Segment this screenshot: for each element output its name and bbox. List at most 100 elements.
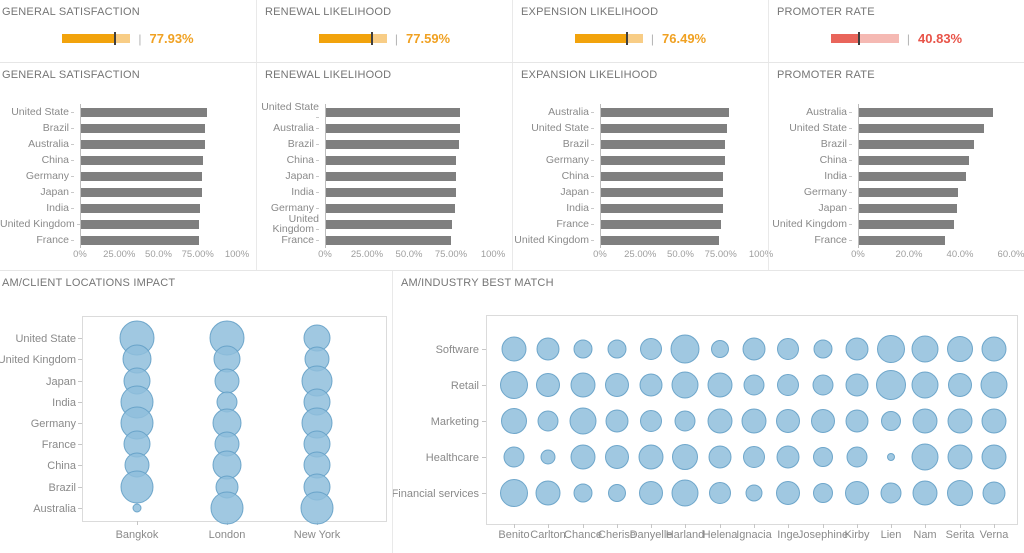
bubble[interactable] [880, 482, 902, 504]
bubble[interactable] [540, 449, 556, 465]
bubble[interactable] [570, 444, 596, 470]
bubble[interactable] [501, 408, 527, 434]
bubble[interactable] [911, 335, 939, 363]
bubble[interactable] [120, 470, 154, 504]
bubble[interactable] [745, 484, 763, 502]
bubble[interactable] [640, 338, 662, 360]
bubble[interactable] [707, 372, 733, 398]
bubble[interactable] [212, 450, 242, 480]
bubble[interactable] [500, 479, 528, 507]
bubble[interactable] [911, 371, 939, 399]
bar[interactable] [601, 107, 729, 117]
bubble[interactable] [674, 410, 696, 432]
bubble[interactable] [845, 373, 869, 397]
bar[interactable] [601, 123, 728, 133]
bar[interactable] [81, 187, 203, 197]
bubble[interactable] [948, 373, 972, 397]
bubble[interactable] [300, 491, 334, 525]
bar[interactable] [326, 155, 457, 165]
bubble[interactable] [743, 374, 765, 396]
bar[interactable] [859, 155, 969, 165]
bar[interactable] [326, 235, 452, 245]
bubble[interactable] [876, 370, 906, 400]
bubble[interactable] [210, 491, 244, 525]
bubble[interactable] [912, 480, 938, 506]
bubble[interactable] [537, 410, 559, 432]
bubble[interactable] [670, 334, 700, 364]
bar[interactable] [859, 123, 985, 133]
bubble[interactable] [947, 480, 973, 506]
bubble[interactable] [605, 445, 629, 469]
bubble[interactable] [845, 481, 869, 505]
bubble[interactable] [776, 409, 800, 433]
bubble[interactable] [845, 409, 869, 433]
bubble[interactable] [982, 481, 1006, 505]
bubble[interactable] [887, 453, 895, 461]
bubble-chart-am-industry-best-match[interactable]: Software Retail Marketing Healthcare Financi… [392, 271, 1024, 553]
bubble[interactable] [743, 446, 765, 468]
bar[interactable] [859, 107, 994, 117]
kpi-card-promoter-rate[interactable]: PROMOTER RATE | 40.83% [768, 0, 1024, 62]
bubble[interactable] [132, 503, 142, 513]
bubble[interactable] [569, 407, 597, 435]
kpi-card-renewal-likelihood[interactable]: RENEWAL LIKELIHOOD | 77.59% [256, 0, 512, 62]
bubble[interactable] [711, 340, 729, 358]
bubble[interactable] [607, 339, 627, 359]
bubble[interactable] [980, 371, 1008, 399]
bar[interactable] [326, 139, 460, 149]
bubble[interactable] [573, 483, 593, 503]
bar[interactable] [81, 139, 206, 149]
bubble[interactable] [845, 337, 869, 361]
kpi-card-general-satisfaction[interactable]: GENERAL SATISFACTION | 77.93% [0, 0, 256, 62]
bubble[interactable] [709, 482, 731, 504]
bar[interactable] [326, 187, 456, 197]
bubble[interactable] [503, 446, 525, 468]
bar[interactable] [326, 171, 456, 181]
bar[interactable] [859, 187, 958, 197]
bubble[interactable] [742, 337, 766, 361]
bubble[interactable] [881, 411, 901, 431]
bubble[interactable] [708, 445, 732, 469]
bar-chart-promoter-rate[interactable]: PROMOTER RATE Australia United State Brazi… [768, 63, 1024, 270]
bar[interactable] [81, 235, 200, 245]
bar[interactable] [601, 235, 719, 245]
bubble[interactable] [213, 345, 241, 373]
bar[interactable] [601, 155, 725, 165]
bubble[interactable] [813, 483, 833, 503]
bubble[interactable] [947, 336, 973, 362]
bar[interactable] [81, 155, 204, 165]
bar[interactable] [601, 187, 723, 197]
bubble[interactable] [639, 373, 663, 397]
bar[interactable] [81, 203, 201, 213]
bubble[interactable] [812, 374, 834, 396]
bar[interactable] [81, 107, 207, 117]
bubble[interactable] [573, 339, 593, 359]
bubble[interactable] [570, 372, 596, 398]
bar[interactable] [859, 235, 945, 245]
bubble[interactable] [608, 484, 626, 502]
bar[interactable] [81, 219, 200, 229]
bubble[interactable] [981, 408, 1007, 434]
bubble[interactable] [981, 336, 1007, 362]
bar[interactable] [326, 219, 453, 229]
bubble[interactable] [672, 444, 698, 470]
bar[interactable] [859, 219, 954, 229]
bubble[interactable] [911, 443, 939, 471]
bubble[interactable] [777, 338, 799, 360]
bar-chart-general-satisfaction[interactable]: GENERAL SATISFACTION United State Brazil A… [0, 63, 256, 270]
bubble[interactable] [813, 339, 833, 359]
bar[interactable] [601, 219, 721, 229]
bar[interactable] [601, 139, 725, 149]
bar[interactable] [859, 139, 974, 149]
bubble[interactable] [846, 446, 868, 468]
bar[interactable] [601, 203, 723, 213]
bubble[interactable] [741, 408, 767, 434]
bubble[interactable] [877, 335, 905, 363]
bar[interactable] [326, 123, 460, 133]
bar[interactable] [601, 171, 724, 181]
bubble[interactable] [912, 408, 938, 434]
bubble[interactable] [605, 409, 629, 433]
bubble[interactable] [707, 408, 733, 434]
bubble[interactable] [640, 410, 662, 432]
bar[interactable] [859, 171, 966, 181]
